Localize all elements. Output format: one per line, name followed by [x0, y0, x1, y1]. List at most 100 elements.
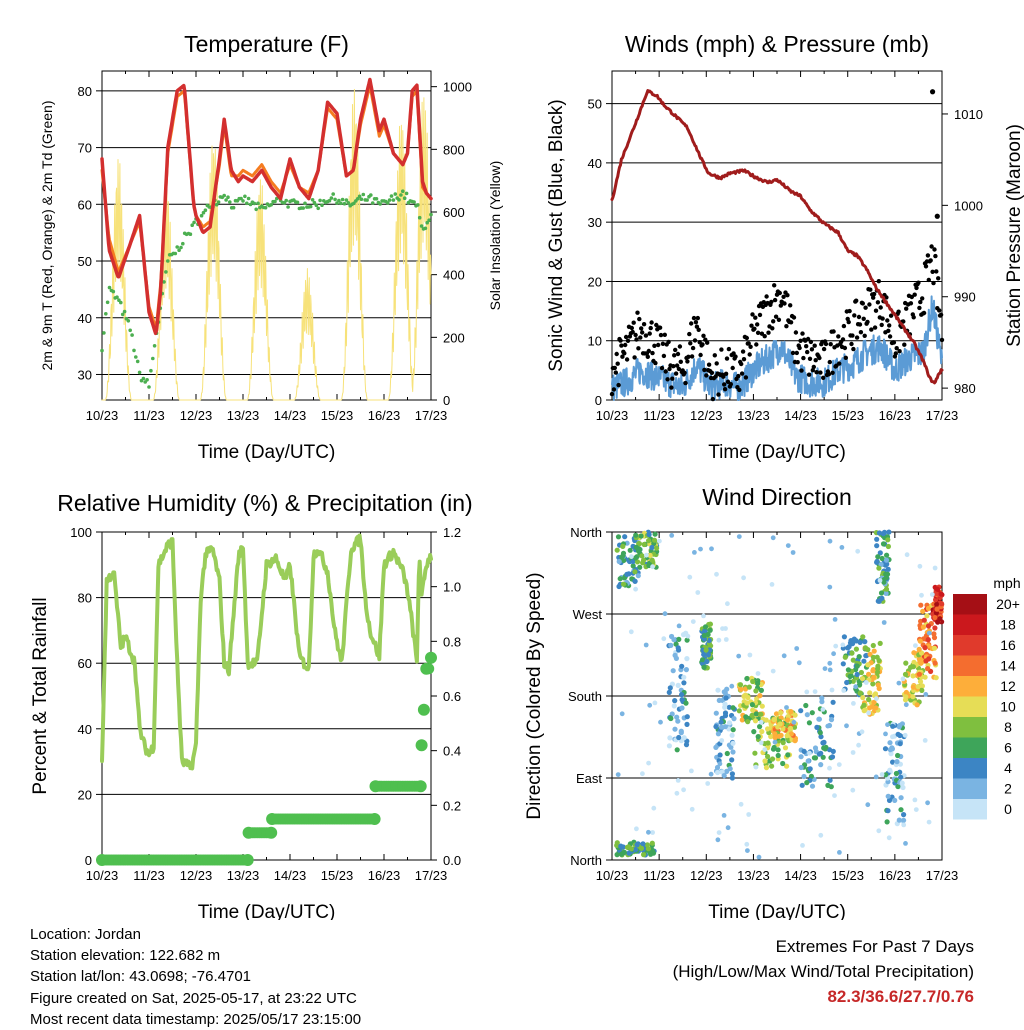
gust-point	[939, 337, 945, 343]
dewpoint-point	[269, 203, 274, 207]
direction-point	[676, 734, 682, 741]
direction-point	[851, 701, 856, 706]
gust-point	[831, 329, 836, 334]
direction-point	[637, 547, 643, 553]
direction-point	[718, 724, 725, 730]
legend-swatch	[953, 594, 987, 615]
direction-point	[875, 554, 881, 560]
legend-label: 4	[1004, 760, 1012, 776]
gust-point	[850, 333, 855, 338]
direction-point	[856, 654, 862, 660]
direction-point	[658, 719, 663, 725]
gust-point	[770, 326, 775, 331]
gust-point	[645, 354, 650, 359]
dewpoint-point	[329, 196, 334, 200]
dewpoint-point	[102, 331, 106, 335]
direction-point	[791, 724, 798, 730]
dewpoint-point	[130, 333, 134, 337]
gust-point	[837, 361, 842, 366]
direction-point	[854, 663, 860, 669]
direction-point	[736, 534, 742, 539]
direction-point	[640, 560, 646, 566]
direction-point	[867, 690, 873, 696]
direction-point	[916, 671, 923, 677]
direction-point	[775, 747, 781, 753]
y-tick-label: 40	[78, 311, 92, 326]
direction-point	[816, 751, 823, 757]
dewpoint-point	[246, 196, 251, 201]
dewpoint-point	[331, 192, 336, 196]
direction-point	[938, 601, 945, 607]
x-tick-label: 16/23	[368, 408, 401, 423]
direction-point	[840, 661, 846, 667]
direction-point	[681, 680, 687, 686]
dewpoint-point	[243, 194, 247, 199]
station-elevation: Station elevation: 122.682 m	[30, 947, 221, 965]
dewpoint-point	[231, 205, 236, 210]
gust-point	[757, 312, 763, 318]
speed-legend: mph 20+ 18 16 14 12 10 8 6 4 2 0	[953, 575, 1021, 820]
precip-point	[368, 813, 381, 825]
direction-point	[679, 663, 685, 669]
dewpoint-point	[149, 368, 153, 373]
direction-point	[874, 696, 879, 701]
direction-point	[661, 636, 667, 642]
direction-point	[842, 654, 848, 660]
x-tick-label: 15/23	[321, 868, 354, 883]
direction-point	[808, 773, 815, 780]
dewpoint-point	[147, 385, 151, 389]
direction-point	[854, 671, 860, 678]
direction-point	[770, 746, 777, 752]
direction-point	[887, 767, 893, 773]
gust-point	[671, 364, 676, 369]
direction-point	[638, 533, 644, 539]
gust-point	[854, 335, 860, 340]
gust-point	[719, 347, 724, 352]
dewpoint-point	[117, 298, 121, 303]
direction-point	[832, 793, 837, 798]
x-tick-label: 17/23	[415, 408, 448, 423]
direction-point	[718, 719, 724, 725]
dewpoint-point	[104, 312, 108, 316]
direction-point	[881, 620, 887, 625]
direction-point	[887, 740, 893, 746]
direction-point	[885, 543, 892, 550]
gust-point	[872, 325, 878, 330]
direction-point	[895, 731, 901, 737]
dewpoint-point	[417, 215, 422, 220]
wind-series	[611, 295, 943, 401]
gust-point	[648, 325, 653, 331]
gust-point	[741, 357, 747, 362]
direction-point	[738, 801, 744, 807]
gust-point	[687, 331, 692, 337]
gust-point	[799, 368, 804, 373]
gust-point	[805, 336, 811, 342]
dewpoint-point	[425, 220, 430, 225]
direction-point	[828, 784, 834, 790]
direction-point	[646, 829, 651, 835]
gust-point	[759, 331, 765, 336]
direction-point	[749, 712, 755, 719]
gust-point	[931, 280, 936, 286]
dewpoint-point	[128, 328, 132, 333]
dewpoint-point	[335, 201, 339, 205]
direction-point	[669, 681, 676, 687]
direction-point	[701, 651, 707, 658]
direction-point	[791, 719, 797, 725]
direction-point	[719, 738, 725, 743]
legend-label: 8	[1004, 719, 1012, 735]
direction-point	[641, 541, 647, 548]
direction-point	[674, 714, 680, 720]
dewpoint-point	[301, 206, 306, 210]
direction-point	[912, 797, 918, 803]
dewpoint-point	[416, 203, 420, 207]
direction-point	[633, 586, 638, 592]
gust-point	[856, 314, 862, 320]
gust-point	[706, 362, 712, 367]
x-tick-label: 11/23	[643, 408, 675, 423]
direction-point	[888, 751, 894, 757]
direction-point	[913, 643, 918, 648]
direction-point	[729, 775, 736, 781]
legend-swatch	[953, 717, 987, 738]
y2-tick-label: 0.0	[443, 853, 461, 868]
